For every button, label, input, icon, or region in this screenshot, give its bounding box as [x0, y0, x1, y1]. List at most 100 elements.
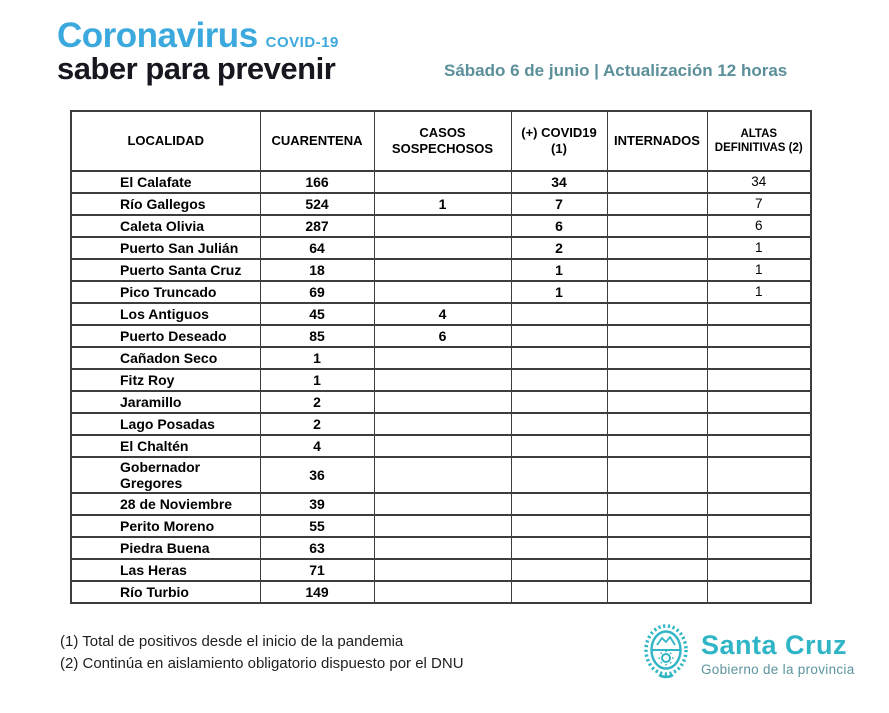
table-cell: 34: [706, 170, 812, 194]
table-cell: [510, 346, 608, 370]
table-cell: [706, 580, 812, 605]
table-row: Lago Posadas 2: [70, 412, 812, 436]
table-cell: 149: [259, 580, 375, 605]
table-cell: 1: [259, 346, 375, 370]
table-cell: [606, 368, 708, 392]
santa-cruz-logo: Santa Cruz Gobierno de la provincia: [643, 623, 855, 684]
table-cell: 69: [259, 280, 375, 304]
table-cell: Jaramillo: [70, 390, 261, 414]
column-header: CASOS SOSPECHOSOS: [373, 110, 512, 172]
table-cell: [510, 558, 608, 583]
table-cell: [606, 324, 708, 348]
table-cell: [510, 324, 608, 348]
update-date-text: Sábado 6 de junio | Actualización 12 hor…: [444, 61, 788, 80]
table-cell: [606, 412, 708, 436]
logo-name: Santa Cruz: [701, 630, 848, 660]
table-cell: [706, 302, 812, 326]
table-cell: [373, 390, 512, 414]
logo-text: Santa Cruz Gobierno de la provincia: [701, 630, 855, 677]
table-cell: 287: [259, 214, 375, 238]
table-cell: Puerto Santa Cruz: [70, 258, 261, 282]
table-cell: [706, 558, 812, 583]
table-cell: 64: [259, 236, 375, 260]
table-cell: [510, 368, 608, 392]
brand-subtitle: COVID-19: [265, 34, 339, 51]
table-cell: [606, 258, 708, 282]
table-cell: [606, 192, 708, 216]
table-cell: 6: [706, 214, 812, 238]
table-cell: [373, 558, 512, 583]
table-cell: 4: [373, 302, 512, 326]
table-row: Las Heras 71: [70, 558, 812, 583]
table-cell: 2: [259, 412, 375, 436]
table-row: Río Turbio 149: [70, 580, 812, 605]
table-cell: 1: [510, 258, 608, 282]
table-row: Puerto San Julián 64 2 1: [70, 236, 812, 260]
table-cell: 45: [259, 302, 375, 326]
table-cell: 2: [259, 390, 375, 414]
table-cell: El Chaltén: [70, 434, 261, 458]
table-cell: [510, 455, 608, 495]
coat-of-arms-icon: [643, 623, 689, 684]
table-cell: 39: [259, 492, 375, 517]
brand-block: Coronavirus COVID-19 saber para prevenir: [57, 16, 339, 87]
table-cell: [706, 390, 812, 414]
table-cell: [510, 434, 608, 458]
footnotes: (1) Total de positivos desde el inicio d…: [60, 631, 464, 675]
table-cell: [373, 368, 512, 392]
table-cell: [373, 280, 512, 304]
table-row: Fitz Roy 1: [70, 368, 812, 392]
table-row: Cañadon Seco 1: [70, 346, 812, 370]
table-cell: [706, 368, 812, 392]
table-cell: [606, 580, 708, 605]
table-row: Caleta Olivia 287 6 6: [70, 214, 812, 238]
table-cell: [510, 492, 608, 517]
table-row: Los Antiguos 45 4: [70, 302, 812, 326]
table-cell: 524: [259, 192, 375, 216]
column-header: INTERNADOS: [606, 110, 708, 172]
table-cell: [706, 434, 812, 458]
column-header: CUARENTENA: [259, 110, 375, 172]
table-cell: [373, 170, 512, 194]
table-cell: [373, 258, 512, 282]
table-cell: [373, 514, 512, 539]
table-cell: Puerto Deseado: [70, 324, 261, 348]
table-cell: [606, 536, 708, 561]
table-cell: [510, 536, 608, 561]
table-cell: [373, 214, 512, 238]
table-cell: 63: [259, 536, 375, 561]
table-cell: Gobernador Gregores: [70, 455, 261, 495]
table-row: Pico Truncado 69 1 1: [70, 280, 812, 304]
table-cell: [373, 455, 512, 495]
table-cell: Puerto San Julián: [70, 236, 261, 260]
table-cell: Caleta Olivia: [70, 214, 261, 238]
table-cell: [373, 434, 512, 458]
table-cell: [706, 492, 812, 517]
table-cell: [606, 390, 708, 414]
table-cell: [373, 536, 512, 561]
table-cell: [706, 324, 812, 348]
table-cell: [606, 346, 708, 370]
table-cell: 85: [259, 324, 375, 348]
table-cell: Cañadon Seco: [70, 346, 261, 370]
table-cell: [706, 536, 812, 561]
table-cell: 55: [259, 514, 375, 539]
brand-tagline: saber para prevenir: [57, 51, 336, 86]
table-cell: [510, 412, 608, 436]
table-row: El Chaltén 4: [70, 434, 812, 458]
table-cell: 1: [706, 280, 812, 304]
table-cell: [606, 492, 708, 517]
table-cell: 1: [706, 258, 812, 282]
table-cell: 6: [510, 214, 608, 238]
table-row: 28 de Noviembre 39: [70, 492, 812, 517]
table-cell: [606, 302, 708, 326]
table-cell: 4: [259, 434, 375, 458]
table-cell: Fitz Roy: [70, 368, 261, 392]
table-cell: 34: [510, 170, 608, 194]
table-cell: Río Turbio: [70, 580, 261, 605]
table-cell: [373, 580, 512, 605]
table-row: Jaramillo 2: [70, 390, 812, 414]
table-cell: Pico Truncado: [70, 280, 261, 304]
column-header: LOCALIDAD: [70, 110, 261, 172]
